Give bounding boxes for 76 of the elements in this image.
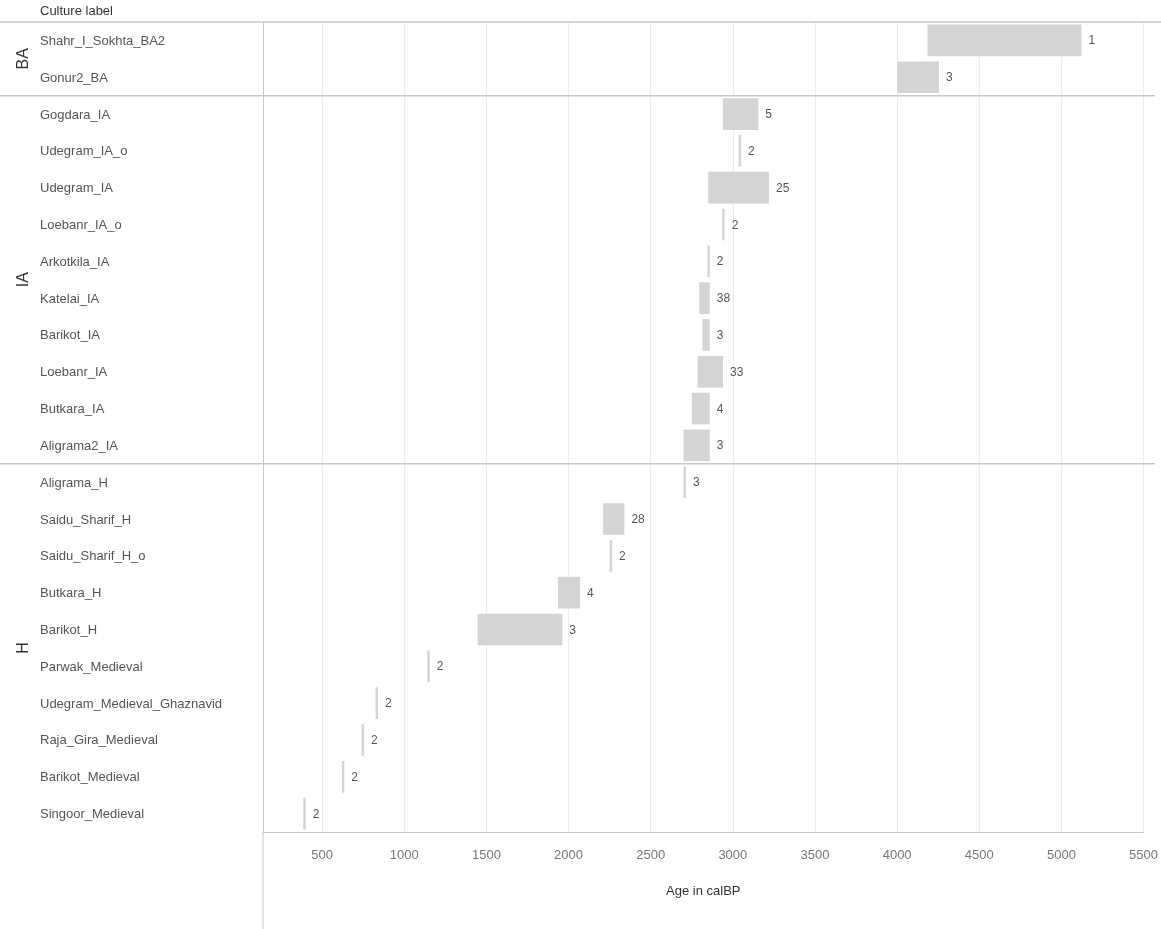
annotation: 3 [716, 438, 724, 453]
bar [708, 171, 769, 204]
y-tick-label: Butkara_IA [40, 401, 105, 417]
bar [557, 576, 581, 609]
annotation: 1 [1088, 33, 1096, 48]
bar [303, 797, 306, 830]
x-tick-label: 3000 [718, 847, 748, 862]
x-tick-label: 4000 [882, 847, 912, 862]
bar [722, 208, 725, 241]
y-tick-label: Parwak_Medieval [40, 658, 143, 674]
y-tick-label: Shahr_I_Sokhta_BA2 [40, 32, 166, 48]
annotation: 5 [765, 107, 773, 122]
annotation: 38 [716, 291, 731, 306]
bar [697, 355, 723, 388]
bar [603, 503, 625, 535]
x-tick-label: 5500 [1129, 847, 1158, 862]
y-tick-label: Udegram_IA_o [40, 143, 128, 159]
bar [699, 282, 710, 314]
y-tick-label: Barikot_IA [40, 327, 101, 343]
text: H [13, 642, 31, 654]
y-tick-label: Loebanr_IA [40, 364, 108, 380]
x-tick-label: 1500 [471, 847, 501, 862]
y-axis-title: Culture label [40, 3, 114, 18]
annotation: 28 [631, 512, 646, 527]
annotation: 2 [351, 769, 359, 784]
bar [927, 24, 1082, 57]
bar [722, 98, 759, 130]
annotation: 2 [731, 217, 739, 232]
y-tick-label: Saidu_Sharif_H [40, 511, 132, 527]
annotation: 3 [693, 475, 701, 490]
y-tick-label: Singoor_Medieval [40, 806, 145, 822]
y-tick-label: Butkara_H [40, 585, 102, 601]
y-tick-label: Udegram_IA [40, 180, 114, 196]
y-tick-label: Saidu_Sharif_H_o [40, 548, 146, 564]
annotation: 2 [436, 659, 444, 674]
y-tick-label: Loebanr_IA_o [40, 217, 122, 232]
annotation: 4 [716, 401, 724, 416]
x-tick-label: 3500 [800, 847, 830, 862]
bar [707, 245, 710, 278]
x-tick-label: 500 [311, 847, 333, 862]
annotation: 2 [312, 806, 320, 821]
y-tick-label: Arkotkila_IA [40, 253, 110, 269]
text: BA [13, 47, 31, 70]
y-tick-label: Udegram_Medieval_Ghaznavid [40, 695, 223, 711]
annotation: 4 [587, 585, 595, 600]
bar [897, 61, 940, 94]
annotation: 25 [775, 180, 790, 195]
bar [683, 429, 710, 462]
annotation: 2 [385, 696, 392, 711]
annotation: 3 [569, 622, 577, 637]
x-tick-label: 2500 [636, 847, 666, 862]
y-tick-label: Barikot_Medieval [40, 769, 140, 785]
y-tick-label: Aligrama_H [40, 474, 108, 490]
y-tick-label: Barikot_H [40, 622, 98, 637]
y-tick-label: Gonur2_BA [40, 69, 109, 85]
x-tick-label: 2000 [554, 847, 584, 862]
y-tick-label: Raja_Gira_Medieval [40, 732, 158, 748]
annotation: 33 [729, 364, 744, 379]
x-tick-label: 1000 [389, 847, 419, 862]
bar [702, 319, 710, 351]
annotation: 2 [619, 548, 627, 563]
annotation: 3 [716, 327, 724, 342]
text: IA [13, 271, 31, 288]
x-axis-title: Age in calBP [666, 883, 741, 898]
y-tick-label: Gogdara_IA [40, 106, 111, 122]
bar [427, 650, 430, 683]
bar [691, 392, 710, 425]
annotation: 3 [946, 70, 954, 85]
annotation: 2 [716, 254, 724, 269]
x-tick-label: 4500 [964, 847, 994, 862]
annotation: 2 [748, 143, 756, 158]
x-tick-label: 5000 [1046, 847, 1076, 862]
annotation: 2 [371, 732, 379, 747]
y-tick-label: Katelai_IA [40, 290, 100, 306]
bar [477, 613, 563, 646]
y-tick-label: Aligrama2_IA [40, 437, 119, 453]
